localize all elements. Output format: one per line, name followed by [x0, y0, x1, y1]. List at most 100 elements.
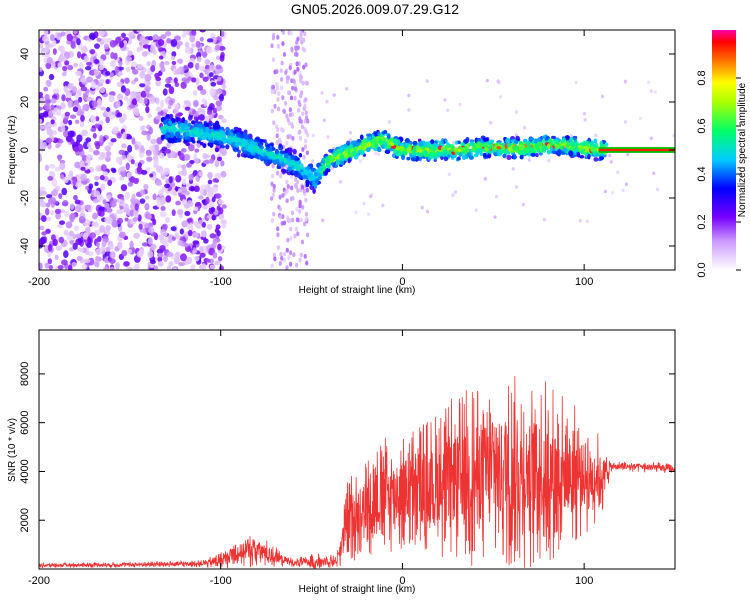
spectrogram-cell	[159, 99, 165, 108]
spectrogram-cell	[231, 136, 236, 140]
spectrogram-cell	[193, 157, 200, 164]
spectrogram-cell	[425, 209, 430, 214]
spectrogram-cell	[117, 241, 123, 250]
spectrogram-cell	[131, 193, 136, 202]
spectrogram-cell	[64, 60, 70, 66]
spectrogram-cell	[86, 61, 92, 66]
spectrogram-cell	[276, 97, 280, 102]
spectrogram-cell	[39, 43, 44, 49]
spectrogram-cell	[447, 172, 451, 177]
spectrogram-cell	[412, 140, 418, 146]
spectrogram-cell	[299, 217, 303, 223]
spectrogram-cell	[410, 157, 416, 162]
spectrogram-cell	[432, 146, 437, 152]
spectrogram-cell	[155, 76, 162, 81]
spectrogram-cell	[311, 159, 315, 163]
spectrogram-cell	[218, 265, 225, 270]
spectrogram-cell	[165, 195, 172, 203]
spectrogram-cell	[76, 255, 82, 262]
spectrogram-cell	[208, 139, 214, 144]
spectrogram-cell	[218, 114, 224, 120]
spectrogram-cell	[179, 152, 185, 161]
spectrogram-cell	[208, 103, 215, 111]
spectrogram-cell	[338, 180, 343, 184]
spectrogram-cell	[198, 195, 204, 200]
spectrogram-cell	[45, 228, 51, 234]
spectrogram-cell	[99, 225, 106, 233]
spectrogram-cell	[147, 113, 153, 119]
spectrogram-cell	[493, 215, 497, 219]
spectrogram-cell	[274, 149, 279, 155]
spectrogram-cell	[520, 144, 526, 150]
spectrogram-cell	[285, 247, 289, 253]
spectrogram-cell	[217, 199, 225, 205]
spectrogram-cell	[45, 202, 51, 208]
spectrogram-cell	[299, 93, 303, 99]
spectrogram-cell	[220, 126, 225, 130]
snr-ytick-label: 2000	[19, 508, 31, 532]
spectrogram-cell	[271, 35, 276, 41]
colorbar-tick-label: 0.6	[696, 118, 708, 133]
snr-ytick-label: 4000	[19, 459, 31, 483]
spectrogram-cell	[453, 190, 458, 195]
spectrogram-cell	[156, 199, 161, 208]
spectrogram-cell	[61, 259, 68, 266]
spectrogram-cell	[144, 73, 152, 82]
spectrogram-cell	[479, 152, 484, 157]
spectrogram-cell	[497, 80, 501, 85]
spectrogram-cell	[134, 77, 139, 82]
spectrogram-cell	[296, 231, 300, 237]
spectrogram-cell	[99, 174, 105, 181]
spectrogram-cell	[41, 35, 49, 43]
colorbar-tick-label: 0.0	[696, 262, 708, 277]
spectrogram-cell	[82, 232, 89, 240]
spectrogram-cell	[164, 83, 172, 88]
spectrogram-marks	[39, 30, 675, 270]
spectrogram-cell	[345, 87, 349, 91]
spectrogram-cell	[306, 166, 311, 171]
spectrogram-cell	[286, 147, 292, 152]
spectrogram-cell	[164, 183, 171, 189]
spectrogram-cell	[293, 233, 297, 239]
spectrogram-cell	[225, 131, 229, 136]
spectrogram-cell	[85, 226, 91, 234]
spectrogram-cell	[90, 81, 96, 90]
spectrogram-cell	[176, 43, 181, 50]
spectrogram-cell	[76, 134, 83, 143]
snr-xlabel: Height of straight line (km)	[299, 584, 416, 595]
spectrogram-cell	[603, 189, 607, 194]
spectrogram-cell	[216, 156, 223, 162]
spectrogram-ytick-label: -20	[19, 190, 31, 206]
spectrogram-cell	[105, 224, 112, 231]
spectrogram-cell	[61, 94, 66, 102]
spectrogram-cell	[116, 198, 123, 204]
spectrogram-cell	[160, 134, 166, 140]
spectrogram-cell	[547, 158, 551, 163]
spectrogram-cell	[205, 196, 210, 205]
spectrogram-cell	[55, 143, 60, 149]
spectrogram-cell	[161, 129, 167, 135]
spectrogram-cell	[506, 142, 511, 148]
spectrogram-cell	[66, 33, 74, 42]
spectrogram-cell	[340, 160, 345, 166]
spectrogram-cell	[208, 72, 214, 78]
spectrogram-cell	[304, 216, 308, 222]
spectrogram-cell	[97, 236, 102, 243]
spectrogram-cell	[404, 138, 410, 143]
spectrogram-cell	[483, 152, 487, 158]
spectrogram-cell	[69, 239, 75, 245]
spectrogram-cell	[460, 142, 466, 147]
spectrogram-cell	[130, 159, 135, 165]
spectrogram-cell	[298, 257, 302, 263]
spectrogram-cell	[294, 226, 298, 232]
spectrogram-cell	[465, 142, 471, 148]
spectrogram-cell	[39, 106, 43, 111]
spectrogram-cell	[514, 110, 519, 114]
spectrogram-cell	[61, 187, 68, 196]
spectrogram-cell	[40, 236, 47, 245]
spectrogram-cell	[191, 30, 197, 37]
spectrogram-cell	[148, 226, 155, 234]
spectrogram-cell	[85, 178, 90, 184]
spectrogram-ytick-label: -40	[19, 238, 31, 254]
colorbar-tick-label: 0.4	[696, 166, 708, 181]
